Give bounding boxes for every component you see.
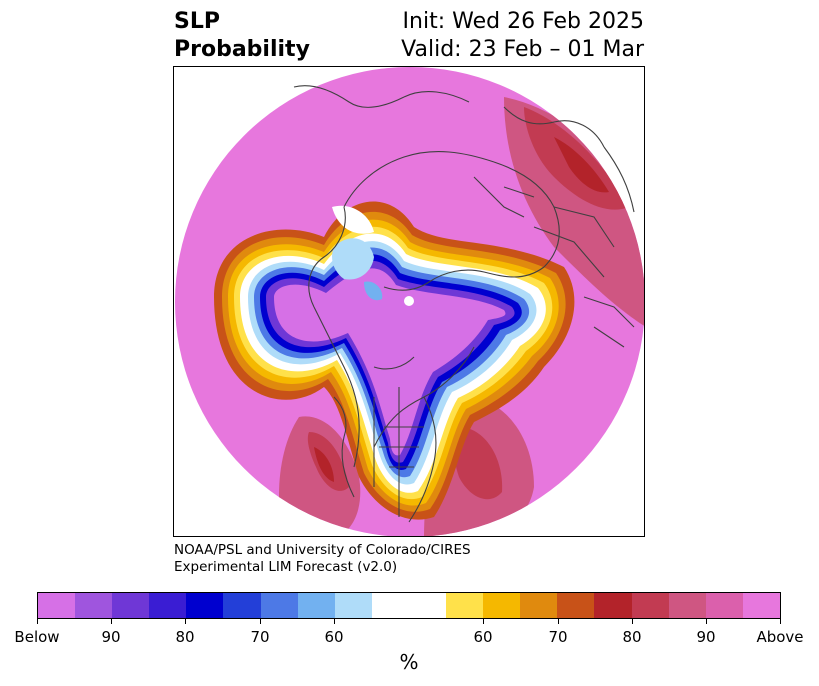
credit: NOAA/PSL and University of Colorado/CIRE…	[174, 542, 471, 576]
colorbar-swatch	[186, 593, 224, 618]
credit-line-2: Experimental LIM Forecast (v2.0)	[174, 559, 398, 575]
colorbar-swatch	[631, 593, 669, 618]
map-title: SLP Probability	[174, 8, 310, 64]
probability-field	[175, 67, 644, 536]
colorbar-tick-mark	[483, 619, 484, 624]
colorbar-tick-mark	[780, 619, 781, 624]
colorbar-tick-mark	[558, 619, 559, 624]
valid-date-range: Valid: 23 Feb – 01 Mar	[401, 37, 644, 62]
colorbar-swatch	[705, 593, 743, 618]
map-dates: Init: Wed 26 Feb 2025 Valid: 23 Feb – 01…	[401, 8, 644, 64]
colorbar-swatch	[112, 593, 150, 618]
init-date: Init: Wed 26 Feb 2025	[402, 9, 644, 34]
colorbar-tick-mark	[185, 619, 186, 624]
colorbar-tick-label: 80	[175, 628, 195, 646]
colorbar-swatch	[557, 593, 595, 618]
colorbar-tick-mark	[632, 619, 633, 624]
colorbar-swatch	[594, 593, 632, 618]
colorbar-tick-mark	[334, 619, 335, 624]
colorbar-swatch	[75, 593, 113, 618]
map-panel	[173, 66, 645, 537]
colorbar-swatch	[371, 593, 447, 618]
colorbar-tick-mark	[37, 619, 38, 624]
colorbar-swatch	[742, 593, 780, 618]
title-line-2: Probability	[174, 37, 310, 62]
colorbar-tick-label: 80	[622, 628, 642, 646]
colorbar-swatch	[668, 593, 706, 618]
colorbar-swatch	[223, 593, 261, 618]
colorbar-tick-label: 60	[324, 628, 344, 646]
colorbar	[37, 592, 781, 619]
colorbar-tick-mark	[260, 619, 261, 624]
colorbar-swatch	[297, 593, 335, 618]
colorbar-tick-label: 90	[696, 628, 716, 646]
colorbar-swatch	[446, 593, 484, 618]
colorbar-tick-label: 60	[473, 628, 493, 646]
colorbar-unit: %	[399, 650, 419, 674]
colorbar-tick-mark	[111, 619, 112, 624]
colorbar-tick-label: 70	[548, 628, 568, 646]
title-line-1: SLP	[174, 9, 220, 34]
colorbar-tick-mark	[706, 619, 707, 624]
colorbar-swatch	[334, 593, 372, 618]
colorbar-swatch	[520, 593, 558, 618]
colorbar-tick-label: 90	[101, 628, 121, 646]
colorbar-swatch	[483, 593, 521, 618]
colorbar-swatch	[260, 593, 298, 618]
colorbar-tick-label: 70	[250, 628, 270, 646]
colorbar-tick-label: Above	[756, 628, 804, 646]
credit-line-1: NOAA/PSL and University of Colorado/CIRE…	[174, 542, 471, 558]
probability-map	[175, 67, 644, 536]
colorbar-swatch	[149, 593, 187, 618]
colorbar-swatch	[38, 593, 76, 618]
coastlines	[293, 85, 635, 523]
colorbar-tick-label: Below	[14, 628, 60, 646]
